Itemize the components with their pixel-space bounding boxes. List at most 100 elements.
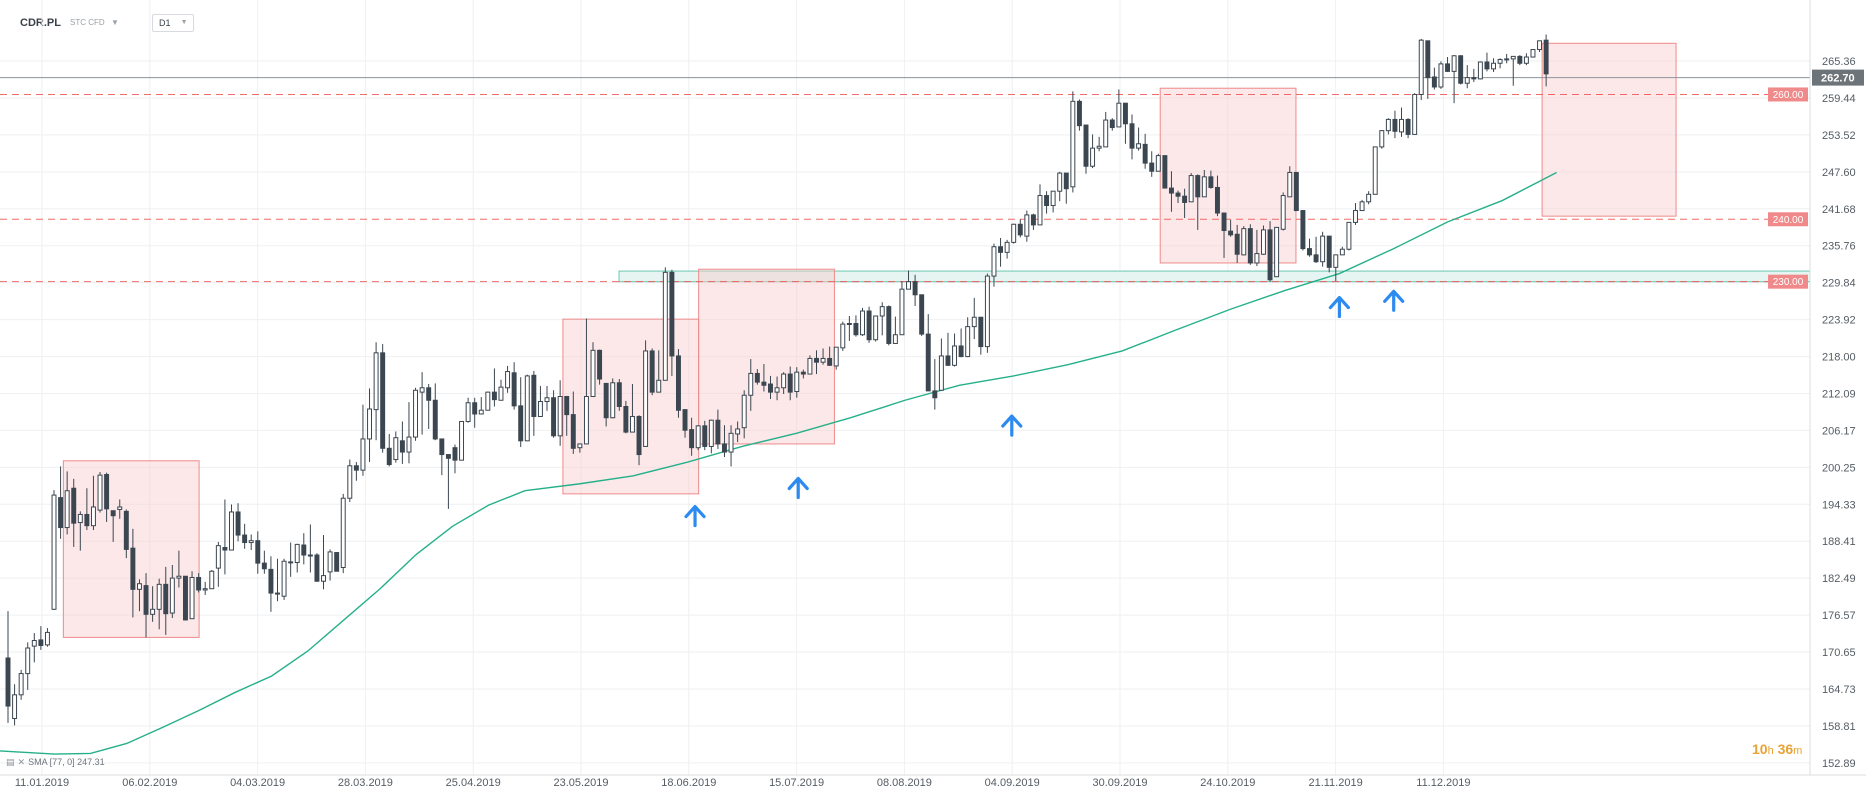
- candle: [1188, 173, 1194, 203]
- x-tick-label: 04.03.2019: [230, 777, 285, 788]
- timer-minutes: 36: [1777, 741, 1794, 757]
- y-tick-label: 200.25: [1822, 462, 1856, 474]
- candle: [564, 395, 570, 436]
- candle: [485, 391, 491, 411]
- candle: [367, 388, 372, 463]
- candle: [25, 642, 31, 690]
- candle: [649, 348, 655, 396]
- candle: [1024, 210, 1030, 242]
- candle: [51, 490, 57, 610]
- y-tick-label: 259.44: [1822, 93, 1856, 105]
- candle: [603, 382, 609, 427]
- candle: [176, 550, 182, 588]
- highlight-box: [698, 268, 835, 445]
- candle: [1142, 133, 1148, 169]
- candle: [899, 281, 905, 336]
- candle: [1057, 171, 1063, 202]
- candle: [156, 578, 162, 630]
- y-tick-label: 235.76: [1822, 241, 1856, 253]
- y-tick-label: 170.65: [1822, 647, 1856, 659]
- candle: [77, 511, 83, 551]
- timer-hours: 10: [1752, 741, 1768, 757]
- candle: [1096, 136, 1102, 152]
- candle: [347, 459, 353, 502]
- candle: [715, 409, 721, 449]
- candle: [1103, 111, 1109, 148]
- indicator-settings-icon[interactable]: ▤: [6, 757, 15, 767]
- chevron-down-icon[interactable]: ▼: [111, 18, 119, 27]
- candle: [393, 431, 399, 463]
- x-tick-label: 18.06.2019: [661, 777, 716, 788]
- candle: [209, 569, 215, 590]
- candle: [1530, 49, 1536, 58]
- candle: [465, 397, 471, 423]
- x-tick-label: 21.11.2019: [1308, 777, 1362, 788]
- candle: [1083, 124, 1089, 174]
- candle: [1070, 91, 1076, 193]
- symbol-label[interactable]: CDR.PL: [20, 17, 61, 29]
- candle: [774, 376, 780, 401]
- candle: [781, 372, 787, 395]
- candle: [1346, 221, 1352, 251]
- candle: [1326, 235, 1332, 273]
- candle-timer: 10h 36m: [1752, 741, 1802, 757]
- candle: [1313, 236, 1319, 263]
- y-tick-label: 241.68: [1822, 204, 1856, 216]
- candle: [353, 462, 359, 481]
- candle: [472, 397, 478, 428]
- candle: [978, 316, 984, 355]
- candle: [242, 523, 248, 549]
- candle: [334, 552, 340, 572]
- candle: [1195, 174, 1201, 230]
- candle: [459, 420, 465, 461]
- candle: [1254, 229, 1260, 267]
- candle: [524, 374, 530, 442]
- candle: [90, 475, 96, 531]
- candle: [728, 425, 734, 467]
- candle: [1234, 224, 1240, 263]
- candle: [814, 350, 819, 375]
- candle: [689, 417, 695, 456]
- candle: [84, 488, 90, 531]
- candle: [1214, 175, 1220, 217]
- candle: [787, 366, 793, 401]
- candle: [583, 318, 589, 445]
- candle: [261, 550, 267, 574]
- price-level-tag: [1768, 87, 1808, 102]
- candle: [1320, 231, 1326, 267]
- candle: [1274, 226, 1280, 278]
- candle: [794, 367, 800, 398]
- timer-minutes-unit: m: [1793, 745, 1803, 757]
- candle: [1451, 55, 1457, 104]
- y-tick-label: 182.49: [1822, 573, 1856, 585]
- candle: [1090, 134, 1096, 169]
- close-icon[interactable]: ✕: [17, 757, 26, 767]
- candle: [1017, 219, 1023, 238]
- x-tick-label: 11.12.2019: [1416, 777, 1470, 788]
- x-tick-label: 08.08.2019: [877, 777, 932, 788]
- candle: [1287, 166, 1293, 198]
- candle: [1418, 38, 1424, 101]
- timeframe-select[interactable]: D1 ▼: [152, 14, 194, 32]
- candle: [380, 344, 386, 453]
- candle: [419, 372, 425, 435]
- candle: [1129, 114, 1135, 160]
- y-tick-label: 188.41: [1822, 536, 1856, 548]
- candle: [445, 454, 451, 509]
- candle: [1109, 118, 1115, 131]
- candle: [1149, 151, 1155, 177]
- candle: [123, 509, 129, 559]
- candle: [1044, 191, 1050, 214]
- x-tick-label: 24.10.2019: [1200, 777, 1255, 788]
- candle: [722, 425, 727, 458]
- sma-line: [0, 171, 1557, 755]
- y-tick-label: 218.00: [1822, 352, 1856, 364]
- candle: [1497, 58, 1503, 69]
- candle: [183, 575, 188, 621]
- candle: [938, 338, 944, 391]
- candle: [958, 328, 964, 358]
- candle: [1175, 190, 1181, 204]
- candle: [1510, 55, 1516, 86]
- candle: [669, 269, 675, 376]
